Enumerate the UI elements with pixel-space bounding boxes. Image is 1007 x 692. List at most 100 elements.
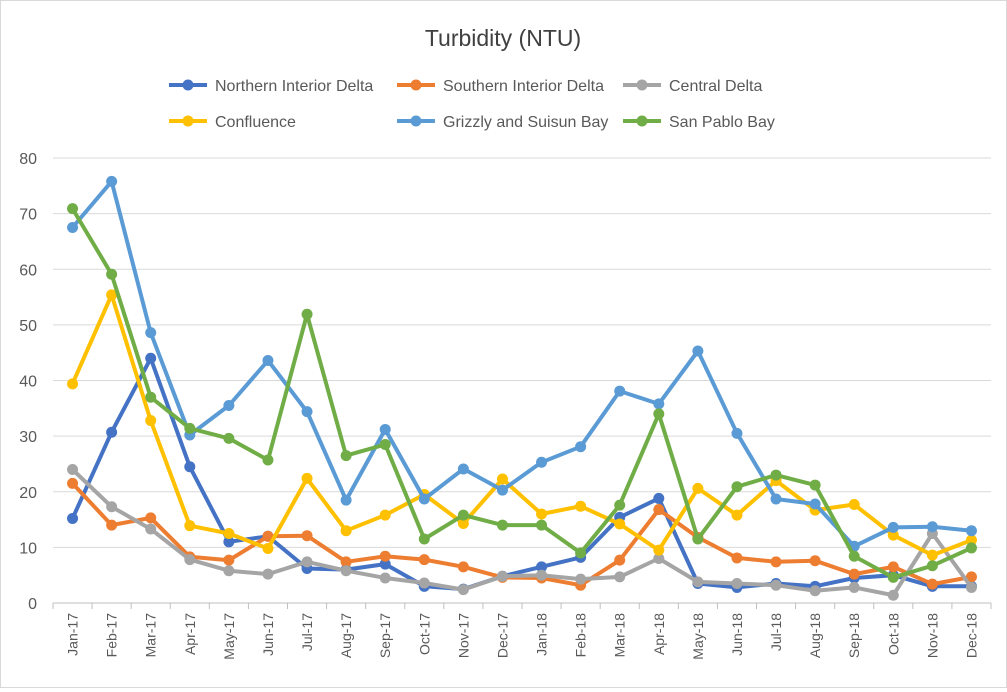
data-point [301, 472, 313, 484]
series-line [70, 206, 974, 580]
data-point [809, 585, 821, 597]
data-point [965, 571, 977, 583]
x-tick-label: Mar-17 [143, 613, 159, 658]
data-point [106, 426, 118, 438]
legend-item: Grizzly and Suisun Bay [397, 114, 608, 131]
x-tick-label: Jan-17 [65, 613, 81, 656]
data-point [653, 408, 665, 420]
data-point [145, 415, 157, 427]
legend-label: San Pablo Bay [669, 114, 775, 131]
data-point [614, 499, 626, 511]
data-point [301, 406, 313, 418]
data-point [418, 493, 430, 505]
series-grizzly-and-suisun-bay [67, 175, 977, 552]
data-point [145, 523, 157, 535]
data-point [731, 509, 743, 521]
data-point [184, 422, 196, 434]
data-point [575, 500, 587, 512]
x-tick-label: Mar-18 [612, 613, 628, 658]
data-point [67, 378, 79, 390]
x-tick-label: May-17 [221, 613, 237, 660]
data-point [848, 499, 860, 511]
data-point [418, 554, 430, 566]
data-point [965, 534, 977, 546]
y-tick-label: 80 [19, 151, 37, 168]
data-point [926, 549, 938, 561]
x-tick-label: Aug-18 [807, 613, 823, 658]
data-point [887, 589, 899, 601]
x-tick-label: Sep-17 [377, 613, 393, 658]
data-point [262, 354, 274, 366]
data-point [223, 536, 235, 548]
legend-swatch-marker [182, 115, 194, 127]
data-point [379, 550, 391, 562]
data-point [653, 492, 665, 504]
data-point [770, 556, 782, 568]
data-point [575, 573, 587, 585]
data-point [418, 533, 430, 545]
legend-swatch-marker [410, 79, 422, 91]
data-point [67, 477, 79, 489]
data-point [223, 432, 235, 444]
data-point [262, 454, 274, 466]
data-point [379, 558, 391, 570]
x-tick-label: Feb-18 [573, 613, 589, 658]
data-point [653, 504, 665, 516]
data-point [106, 268, 118, 280]
data-point [457, 509, 469, 521]
x-axis-ticks: Jan-17 Feb-17 Mar-17 Apr-17 May-17 Jun-17 Jul-… [52, 603, 992, 660]
data-point [536, 508, 548, 520]
data-point [692, 533, 704, 545]
data-point [106, 289, 118, 301]
data-point [106, 175, 118, 187]
series-line [70, 292, 974, 558]
data-point [692, 482, 704, 494]
data-point [184, 554, 196, 566]
legend-item: San Pablo Bay [623, 114, 775, 131]
legend-swatch-marker [410, 115, 422, 127]
y-tick-label: 20 [19, 485, 37, 502]
data-point [536, 569, 548, 581]
data-point [301, 530, 313, 542]
data-point [770, 493, 782, 505]
data-point [809, 555, 821, 567]
data-point [926, 560, 938, 572]
data-point [809, 498, 821, 510]
data-point [965, 542, 977, 554]
data-point [145, 352, 157, 364]
data-point [653, 544, 665, 556]
x-tick-label: Dec-17 [494, 613, 510, 658]
legend-swatch-marker [182, 79, 194, 91]
x-tick-label: Nov-18 [924, 613, 940, 658]
gridlines [53, 157, 991, 604]
data-point [223, 400, 235, 412]
y-tick-label: 10 [19, 540, 37, 557]
data-point [457, 584, 469, 596]
data-point [67, 512, 79, 524]
data-point [262, 542, 274, 554]
series-san-pablo-bay [67, 203, 977, 583]
data-point [614, 518, 626, 530]
data-point [965, 581, 977, 593]
data-point [536, 456, 548, 468]
data-point [770, 469, 782, 481]
data-point [653, 553, 665, 564]
y-tick-label: 30 [19, 429, 37, 446]
data-point [731, 578, 743, 590]
data-point [67, 203, 79, 215]
x-tick-label: Jul-18 [768, 613, 784, 651]
data-point [653, 398, 665, 410]
data-point [145, 327, 157, 339]
legend-item: Central Delta [623, 78, 762, 95]
x-tick-label: Jun-17 [260, 613, 276, 656]
data-point [575, 547, 587, 559]
series-line [70, 467, 974, 598]
data-point [731, 552, 743, 564]
x-tick-label: Jul-17 [299, 613, 315, 651]
legend-item: Northern Interior Delta [169, 78, 373, 95]
data-point [692, 345, 704, 357]
data-point [223, 527, 235, 539]
data-point [848, 568, 860, 580]
data-point [457, 517, 469, 529]
data-point [887, 529, 899, 541]
